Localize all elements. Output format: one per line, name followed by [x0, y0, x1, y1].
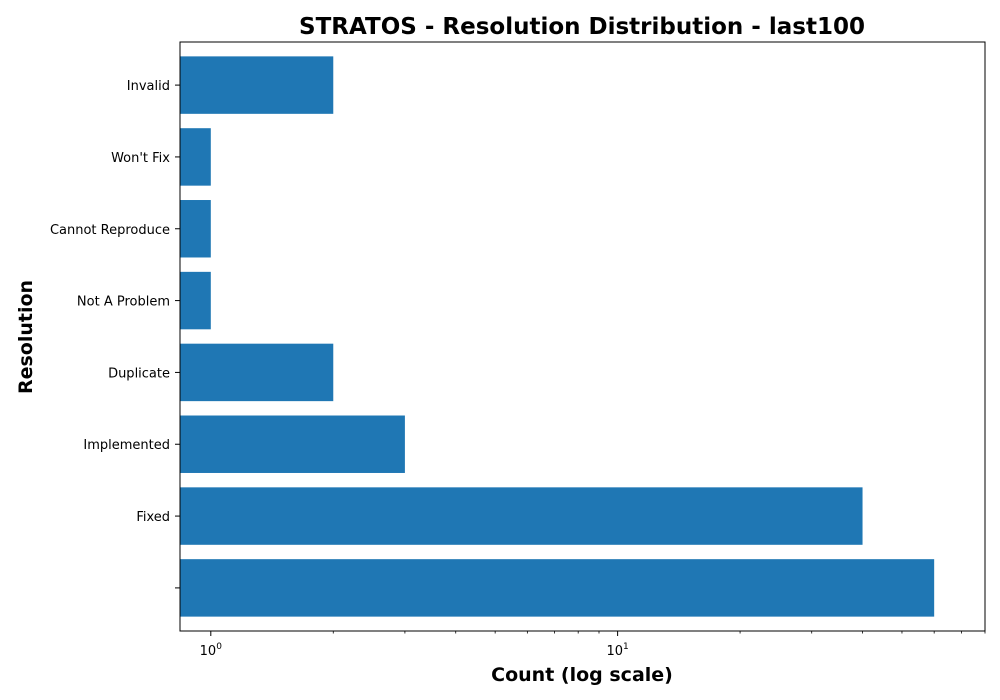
x-tick-label-1: 101	[606, 642, 628, 659]
bar-4	[180, 272, 211, 329]
bar-7	[180, 56, 333, 113]
x-axis-label: Count (log scale)	[491, 664, 673, 686]
y-tick-label-2: Implemented	[83, 438, 170, 453]
y-tick-label-7: Invalid	[127, 79, 170, 94]
plot-area: Fixed Implemented Duplicate Not A Problem Ca…	[50, 42, 985, 659]
y-tick-label-6: Won't Fix	[111, 151, 170, 166]
y-axis-label: Resolution	[15, 280, 37, 394]
bar-1	[180, 487, 863, 544]
chart-title: STRATOS - Resolution Distribution - last…	[299, 14, 865, 40]
x-tick-label-base: 10	[606, 644, 623, 659]
bar-6	[180, 128, 211, 185]
x-tick-label-exponent: 1	[623, 642, 629, 652]
bar-0	[180, 559, 934, 616]
bar-5	[180, 200, 211, 257]
y-tick-label-5: Cannot Reproduce	[50, 223, 170, 238]
y-tick-label-4: Not A Problem	[77, 295, 170, 310]
y-tick-label-1: Fixed	[136, 510, 170, 525]
bar-3	[180, 344, 333, 401]
y-tick-label-3: Duplicate	[108, 366, 170, 381]
x-tick-label-base: 10	[200, 644, 217, 659]
x-tick-label-exponent: 0	[216, 642, 222, 652]
x-tick-label-0: 100	[200, 642, 223, 659]
bar-2	[180, 416, 405, 473]
